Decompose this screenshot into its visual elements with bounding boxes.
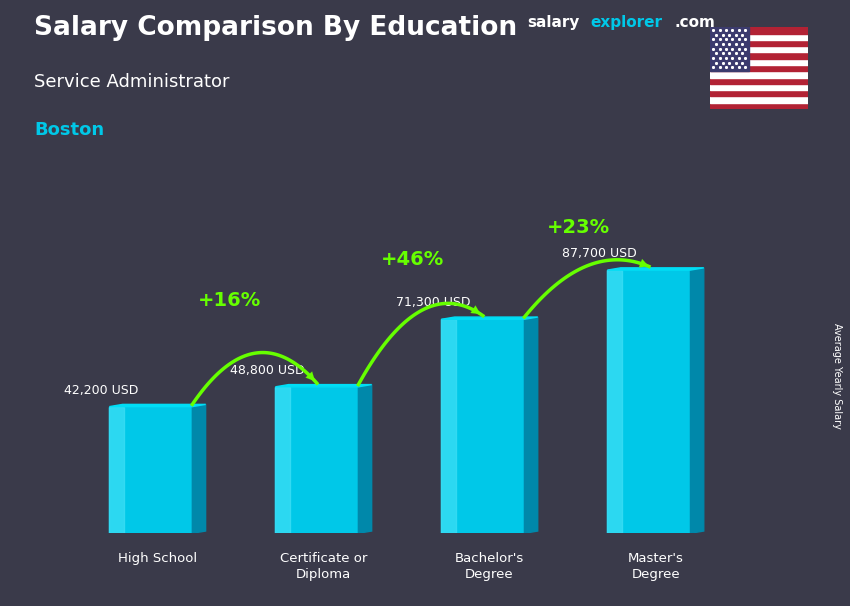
Polygon shape: [192, 404, 206, 533]
Bar: [710, 78, 808, 84]
Bar: [710, 90, 808, 96]
Bar: [710, 96, 808, 103]
Polygon shape: [359, 385, 371, 533]
Text: Bachelor's
Degree: Bachelor's Degree: [455, 552, 524, 581]
Polygon shape: [110, 407, 192, 533]
Text: 42,200 USD: 42,200 USD: [64, 384, 139, 396]
Text: salary: salary: [527, 15, 580, 30]
Polygon shape: [110, 404, 206, 407]
Polygon shape: [275, 385, 371, 387]
Polygon shape: [524, 317, 538, 533]
Polygon shape: [608, 270, 690, 533]
Text: High School: High School: [118, 552, 197, 565]
Bar: [710, 59, 808, 65]
Bar: [710, 33, 808, 40]
Polygon shape: [441, 317, 538, 319]
Bar: [710, 46, 808, 53]
Polygon shape: [608, 270, 622, 533]
Text: Master's
Degree: Master's Degree: [627, 552, 683, 581]
Text: Salary Comparison By Education: Salary Comparison By Education: [34, 15, 517, 41]
Text: +23%: +23%: [547, 218, 610, 237]
Text: explorer: explorer: [591, 15, 663, 30]
Text: 87,700 USD: 87,700 USD: [562, 247, 637, 260]
Bar: [710, 84, 808, 90]
Polygon shape: [441, 319, 456, 533]
Polygon shape: [275, 387, 291, 533]
Bar: [710, 65, 808, 72]
Bar: [710, 27, 749, 72]
Polygon shape: [110, 407, 124, 533]
Text: +46%: +46%: [381, 250, 444, 268]
Polygon shape: [690, 268, 704, 533]
Bar: [710, 27, 808, 33]
Bar: [710, 72, 808, 78]
Polygon shape: [608, 268, 704, 270]
Polygon shape: [275, 387, 359, 533]
Text: Certificate or
Diploma: Certificate or Diploma: [280, 552, 367, 581]
Text: +16%: +16%: [198, 290, 261, 310]
Text: Service Administrator: Service Administrator: [34, 73, 230, 91]
Bar: [710, 53, 808, 59]
Text: .com: .com: [674, 15, 715, 30]
Text: 48,800 USD: 48,800 USD: [230, 364, 304, 377]
Polygon shape: [441, 319, 524, 533]
Bar: [710, 103, 808, 109]
Text: 71,300 USD: 71,300 USD: [396, 296, 470, 309]
Text: Average Yearly Salary: Average Yearly Salary: [832, 323, 842, 428]
Text: Boston: Boston: [34, 121, 104, 139]
Bar: [710, 40, 808, 46]
